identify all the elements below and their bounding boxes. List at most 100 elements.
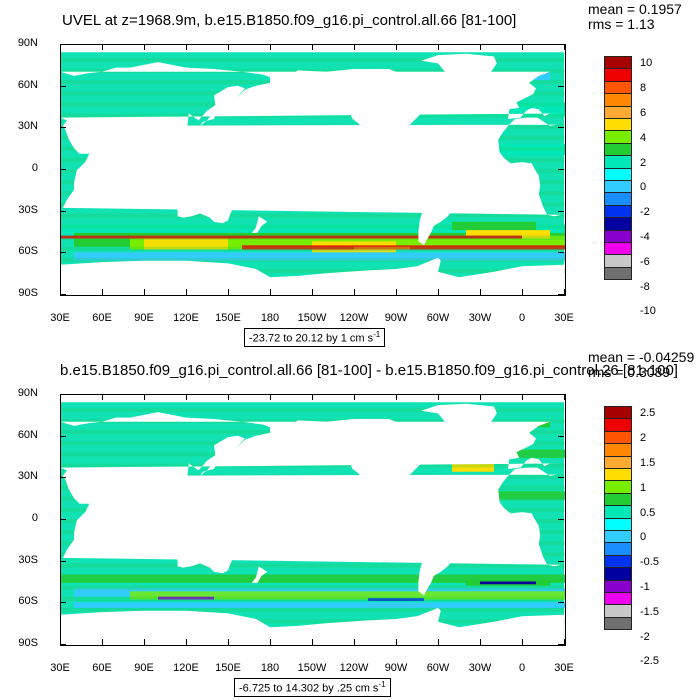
contour-caption: -6.725 to 14.302 by .25 cm s-1 (234, 678, 391, 697)
land-mask-greenland (421, 53, 497, 86)
x-tick (354, 394, 355, 400)
y-tick-label: 90S (18, 287, 38, 299)
x-tick (522, 44, 523, 50)
colorbar-cell (604, 418, 632, 432)
y-tick (60, 294, 66, 295)
land-mask-borneo (170, 160, 185, 174)
land-mask-antarctica_l (60, 610, 270, 644)
y-tick (60, 602, 66, 604)
colorbar-cell (604, 530, 632, 544)
y-tick (60, 85, 66, 87)
x-tick-label: 150W (297, 662, 327, 674)
y-tick (60, 169, 66, 170)
x-tick (480, 44, 481, 50)
x-tick-label: 30W (468, 662, 492, 674)
x-tick (312, 394, 313, 400)
y-tick-label: 30N (17, 470, 38, 483)
colorbar-cell (604, 217, 632, 231)
land-mask-arctic_r (270, 394, 564, 403)
velocity-contour-band (60, 596, 566, 601)
x-tick (186, 44, 187, 50)
x-tick-label: 60E (92, 312, 112, 324)
colorbar-cell (604, 430, 632, 445)
panel-top: UVEL at z=1968.9m, b.e15.B1850.f09_g16.p… (17, 2, 682, 347)
y-tick (558, 210, 564, 212)
velocity-contour-band (130, 591, 566, 600)
x-tick-label: 60E (92, 662, 112, 674)
x-tick (354, 289, 355, 295)
mean-label: mean = 0.1957 (588, 1, 682, 17)
x-tick (270, 289, 271, 295)
x-tick (228, 394, 229, 400)
x-tick (522, 394, 523, 400)
colorbar-cell (604, 130, 632, 144)
y-tick-label: 30S (18, 553, 38, 566)
land-mask-arctic_l (60, 394, 270, 403)
x-tick (102, 639, 103, 645)
x-tick (564, 289, 565, 295)
land-mask-madagascar (79, 185, 88, 204)
velocity-contour-band (60, 574, 566, 579)
land-mask-africa (62, 117, 562, 217)
x-tick (228, 639, 229, 645)
x-tick-label: 30W (468, 312, 492, 324)
rms-label: rms = 0.3089 (588, 364, 671, 380)
x-tick (354, 639, 355, 645)
x-tick (60, 394, 61, 400)
colorbar-label: -10 (640, 305, 656, 318)
colorbar-cell (604, 155, 632, 169)
x-tick-label: 120E (173, 662, 199, 674)
x-tick (480, 394, 481, 400)
land-mask-nz (251, 566, 268, 583)
x-tick-label: 30E (50, 662, 70, 674)
colorbar-cell (604, 542, 632, 556)
x-tick-label: 120E (173, 312, 199, 324)
x-tick-label: 30E (50, 312, 70, 324)
land-mask-japan (200, 112, 217, 126)
y-tick (558, 477, 564, 479)
x-tick (270, 44, 271, 50)
colorbar-cell (604, 517, 632, 531)
colorbar-cell (604, 505, 632, 519)
colorbar-cell (604, 93, 632, 107)
x-tick (564, 44, 565, 50)
x-tick-label: 120W (339, 662, 369, 674)
x-tick (564, 394, 565, 400)
stats-block: mean = 0.1957 rms = 1.13 (588, 2, 682, 32)
plot-frame (60, 44, 566, 296)
y-tick (558, 127, 564, 129)
land-mask-uk (513, 438, 524, 450)
y-tick-label: 90N (17, 37, 38, 49)
y-tick (60, 560, 66, 562)
x-tick (60, 44, 61, 50)
colorbar-cell (604, 567, 632, 581)
land-mask-australia (177, 534, 233, 574)
land-mask-madagascar (79, 535, 88, 554)
x-tick (228, 289, 229, 295)
colorbar-label: -6 (640, 255, 650, 268)
land-mask-uk (513, 88, 524, 100)
colorbar-label: 0.5 (640, 506, 656, 519)
x-tick (396, 44, 397, 50)
land-mask-africa (62, 467, 562, 567)
colorbar-label: 6 (640, 107, 647, 119)
colorbar-cell (604, 492, 632, 507)
velocity-contour-band (60, 224, 566, 229)
x-tick-label: 180 (260, 312, 280, 324)
x-tick-label: 150W (297, 312, 327, 324)
land-mask-borneo (170, 510, 185, 524)
caption-text: -23.72 to 20.12 by 1 cm s (249, 332, 374, 345)
y-tick (60, 519, 66, 520)
y-tick-label: 90S (18, 637, 38, 649)
velocity-contour-band (452, 221, 536, 231)
colorbar-cell (604, 56, 632, 70)
colorbar-label: -1.5 (640, 605, 659, 618)
x-tick (144, 289, 145, 295)
y-tick-label: 60S (18, 245, 38, 258)
x-tick (60, 639, 61, 645)
x-tick (102, 289, 103, 295)
y-tick (60, 644, 66, 645)
y-tick (558, 252, 564, 254)
x-tick (102, 44, 103, 50)
y-tick (60, 44, 66, 45)
